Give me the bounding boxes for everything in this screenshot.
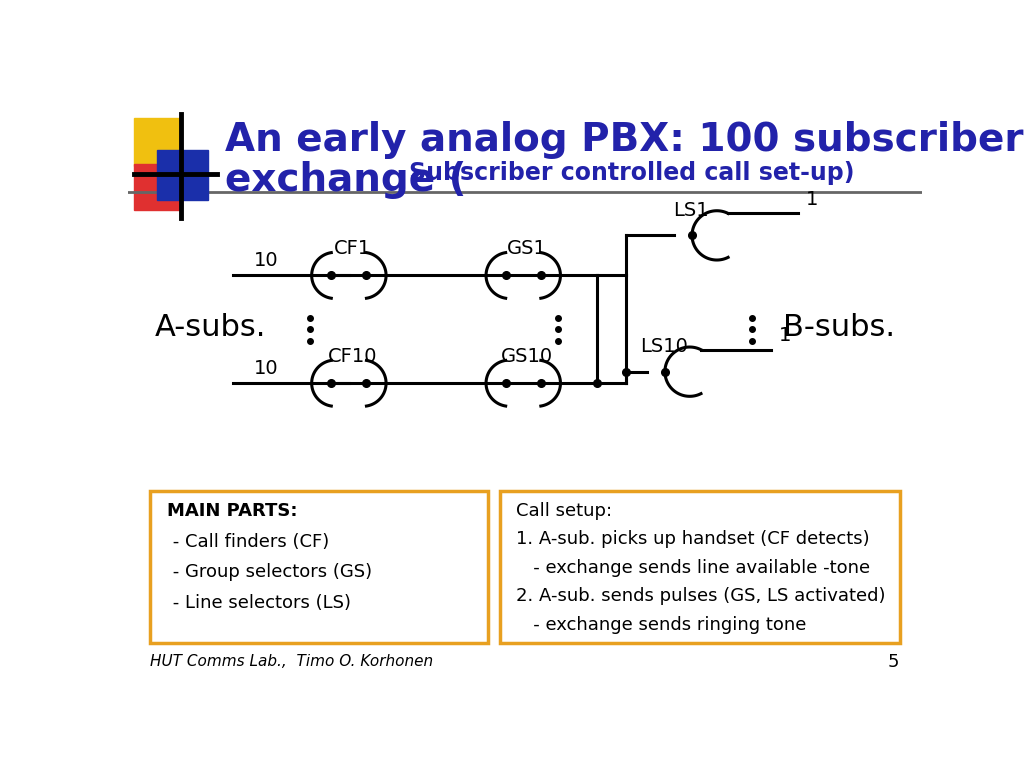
Bar bbox=[158, 150, 208, 200]
Text: 1: 1 bbox=[806, 190, 818, 209]
Text: A-subs.: A-subs. bbox=[155, 313, 266, 343]
Text: 2. A-sub. sends pulses (GS, LS activated): 2. A-sub. sends pulses (GS, LS activated… bbox=[515, 588, 885, 605]
Text: 10: 10 bbox=[254, 251, 279, 270]
Text: An early analog PBX: 100 subscriber: An early analog PBX: 100 subscriber bbox=[225, 121, 1023, 160]
Text: CF1: CF1 bbox=[334, 240, 372, 259]
Text: GS10: GS10 bbox=[501, 347, 553, 366]
Text: 5: 5 bbox=[888, 653, 899, 671]
FancyBboxPatch shape bbox=[500, 491, 900, 644]
Text: Call setup:: Call setup: bbox=[515, 502, 611, 520]
Text: - exchange sends ringing tone: - exchange sends ringing tone bbox=[515, 616, 806, 634]
Text: CF10: CF10 bbox=[328, 347, 378, 366]
Text: LS10: LS10 bbox=[640, 337, 688, 356]
Text: 1: 1 bbox=[778, 326, 791, 345]
Text: 1. A-sub. picks up handset (CF detects): 1. A-sub. picks up handset (CF detects) bbox=[515, 530, 869, 548]
Text: GS1: GS1 bbox=[507, 240, 547, 259]
Text: Subscriber controlled call set-up): Subscriber controlled call set-up) bbox=[409, 161, 854, 185]
Text: HUT Comms Lab.,  Timo O. Korhonen: HUT Comms Lab., Timo O. Korhonen bbox=[150, 654, 433, 670]
Text: MAIN PARTS:: MAIN PARTS: bbox=[167, 502, 297, 520]
FancyBboxPatch shape bbox=[150, 491, 487, 644]
Text: exchange (: exchange ( bbox=[225, 161, 466, 200]
Text: - Line selectors (LS): - Line selectors (LS) bbox=[167, 594, 351, 612]
Text: B-subs.: B-subs. bbox=[783, 313, 895, 343]
Text: - Group selectors (GS): - Group selectors (GS) bbox=[167, 564, 372, 581]
Bar bbox=[134, 118, 182, 166]
Bar bbox=[134, 164, 182, 210]
Text: 10: 10 bbox=[254, 359, 279, 378]
Text: LS1: LS1 bbox=[674, 201, 710, 220]
Text: - exchange sends line available -tone: - exchange sends line available -tone bbox=[515, 559, 869, 577]
Text: - Call finders (CF): - Call finders (CF) bbox=[167, 532, 329, 551]
